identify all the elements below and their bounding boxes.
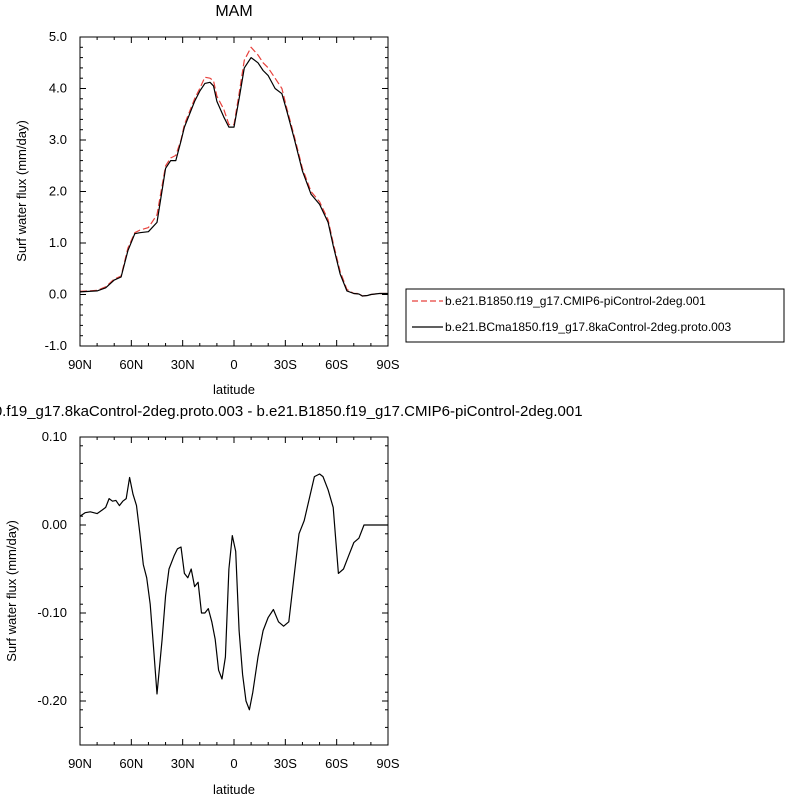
bottom-panel: b.e21.BCma1850.f19_g17.8kaControl-2deg.p… bbox=[0, 403, 583, 797]
bottom-chart-x-tick-label: 90S bbox=[376, 756, 399, 771]
top-chart-y-axis-label: Surf water flux (mm/day) bbox=[14, 120, 29, 262]
top-chart-x-tick-label: 90N bbox=[68, 357, 92, 372]
legend-label-series-2: b.e21.BCma1850.f19_g17.8kaControl-2deg.p… bbox=[445, 320, 732, 334]
bottom-chart-lines bbox=[79, 473, 388, 711]
bottom-chart-y-tick-label: -0.20 bbox=[37, 693, 67, 708]
top-chart-series-line-2 bbox=[79, 56, 388, 297]
bottom-chart-x-tick-label: 30S bbox=[274, 756, 297, 771]
bottom-chart-title: b.e21.BCma1850.f19_g17.8kaControl-2deg.p… bbox=[0, 403, 583, 420]
bottom-chart-frame bbox=[79, 436, 389, 746]
top-chart-x-tick-label: 60S bbox=[325, 357, 348, 372]
top-chart-y-tick-label: 4.0 bbox=[49, 81, 67, 96]
top-chart-y-tick-label: 5.0 bbox=[49, 29, 67, 44]
top-chart-y-tick-label: 1.0 bbox=[49, 235, 67, 250]
top-chart-y-tick-label: 0.0 bbox=[49, 287, 67, 302]
top-chart-x-tick-label: 0 bbox=[230, 357, 237, 372]
bottom-chart-y-axis-label: Surf water flux (mm/day) bbox=[4, 520, 19, 662]
top-chart-x-tick-label: 90S bbox=[376, 357, 399, 372]
bottom-chart-y-tick-label: 0.10 bbox=[42, 429, 67, 444]
bottom-chart-y-tick-label: -0.10 bbox=[37, 605, 67, 620]
top-chart-y-tick-label: -1.0 bbox=[45, 338, 67, 353]
top-chart-x-tick-label: 30S bbox=[274, 357, 297, 372]
legend-label-series-1: b.e21.B1850.f19_g17.CMIP6-piControl-2deg… bbox=[445, 294, 706, 308]
top-panel: MAM 90N 60N 30N 0 30S 60S 90S -1.0 0.0 1.0 2.0 3.0 4… bbox=[14, 3, 400, 397]
top-chart-lines bbox=[79, 46, 388, 297]
bottom-chart-series-line-1 bbox=[79, 473, 388, 711]
top-chart-y-tick-label: 2.0 bbox=[49, 184, 67, 199]
top-chart-x-tick-label: 30N bbox=[171, 357, 195, 372]
top-chart-x-tick-label: 60N bbox=[119, 357, 143, 372]
legend-box bbox=[405, 288, 785, 343]
top-chart-legend: b.e21.B1850.f19_g17.CMIP6-piControl-2deg… bbox=[405, 288, 785, 343]
bottom-chart-x-tick-label: 60N bbox=[119, 756, 143, 771]
bottom-chart-x-axis-label: latitude bbox=[213, 782, 255, 797]
bottom-chart-x-tick-label: 90N bbox=[68, 756, 92, 771]
top-chart-ticks: 90N 60N 30N 0 30S 60S 90S -1.0 0.0 1.0 2.0 3.0 4.0 5.… bbox=[45, 29, 400, 372]
bottom-chart-x-tick-label: 60S bbox=[325, 756, 348, 771]
top-chart-y-tick-label: 3.0 bbox=[49, 132, 67, 147]
bottom-chart-x-tick-label: 0 bbox=[230, 756, 237, 771]
top-chart-title: MAM bbox=[215, 3, 252, 20]
top-chart-x-axis-label: latitude bbox=[213, 382, 255, 397]
top-chart-frame bbox=[79, 36, 389, 347]
bottom-chart-x-tick-label: 30N bbox=[171, 756, 195, 771]
bottom-chart-y-tick-label: 0.00 bbox=[42, 517, 67, 532]
bottom-chart-ticks: 90N 60N 30N 0 30S 60S 90S -0.20 -0.10 0.00 0.10 bbox=[37, 429, 400, 771]
